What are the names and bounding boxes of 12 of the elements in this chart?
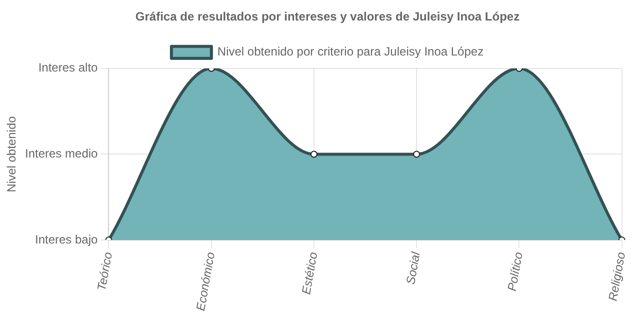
- x-tick-label: Religioso: [606, 250, 628, 302]
- x-tick-label: Social: [403, 250, 423, 286]
- category-label: Interes medio: [25, 146, 98, 161]
- text: Nivel obtenido: [4, 116, 18, 192]
- x-tick-label: Teórico: [94, 250, 116, 292]
- x-tick-label: Estético: [298, 250, 320, 296]
- x-tick-label: Político: [504, 250, 526, 292]
- category-label: Interes alto: [38, 60, 98, 75]
- category-label: Interes bajo: [34, 232, 98, 246]
- x-tick-label: Económico: [193, 250, 218, 312]
- legend-label: Nivel obtenido por criterio para Juleisy Inoa López: [217, 44, 484, 59]
- chart-title: Gráfica de resultados por intereses y valores de Juleisy Inoa López: [135, 10, 520, 24]
